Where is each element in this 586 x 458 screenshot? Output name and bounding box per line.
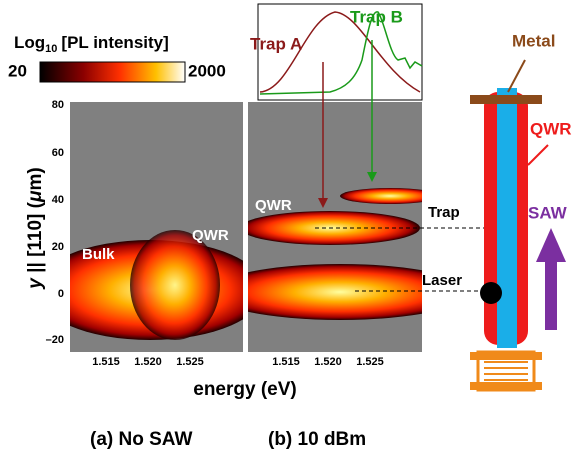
label: Laser xyxy=(422,272,462,289)
heatmap-b xyxy=(248,188,422,320)
colorbar-title: Log10 [PL intensity] xyxy=(14,33,169,54)
label: Trap B xyxy=(350,7,403,26)
x-tick-label: 1.515 xyxy=(272,356,300,368)
y-tick-label: 80 xyxy=(52,99,64,111)
label: QWR xyxy=(192,227,229,244)
colorbar xyxy=(39,61,186,83)
spectrum-a xyxy=(259,11,421,93)
x-tick-label: 1.525 xyxy=(356,356,384,368)
label: QWR xyxy=(530,119,572,138)
caption: (b) 10 dBm xyxy=(268,429,366,450)
label: SAW xyxy=(528,203,568,222)
colorbar-max: 2000 xyxy=(188,61,226,80)
x-tick-label: 1.520 xyxy=(314,356,342,368)
x-tick-label: 1.515 xyxy=(92,356,120,368)
label: Metal xyxy=(512,31,555,50)
caption: (a) No SAW xyxy=(90,429,192,450)
y-tick-label: 0 xyxy=(58,288,64,300)
schematic xyxy=(470,59,566,392)
spectrum-b xyxy=(259,11,423,95)
label: Trap A xyxy=(250,34,302,53)
colorbar-min: 20 xyxy=(8,61,27,80)
label: Trap xyxy=(428,204,460,221)
y-tick-label: 40 xyxy=(52,194,64,206)
x-ticks: 1.515 1.520 1.525 1.515 1.520 1.525 xyxy=(92,356,384,368)
label: Bulk xyxy=(82,246,115,263)
x-tick-label: 1.520 xyxy=(134,356,162,368)
y-tick-label: 60 xyxy=(52,147,64,159)
y-tick-label: 20 xyxy=(52,241,64,253)
y-axis-label: y || [110] (μm) xyxy=(25,167,46,289)
heatmap-a xyxy=(70,230,243,340)
x-axis-label: energy (eV) xyxy=(193,379,296,400)
label: QWR xyxy=(255,197,292,214)
y-tick-label: –20 xyxy=(46,334,64,346)
y-ticks: 80 60 40 20 0 –20 xyxy=(46,99,64,346)
inset xyxy=(257,3,423,101)
x-tick-label: 1.525 xyxy=(176,356,204,368)
